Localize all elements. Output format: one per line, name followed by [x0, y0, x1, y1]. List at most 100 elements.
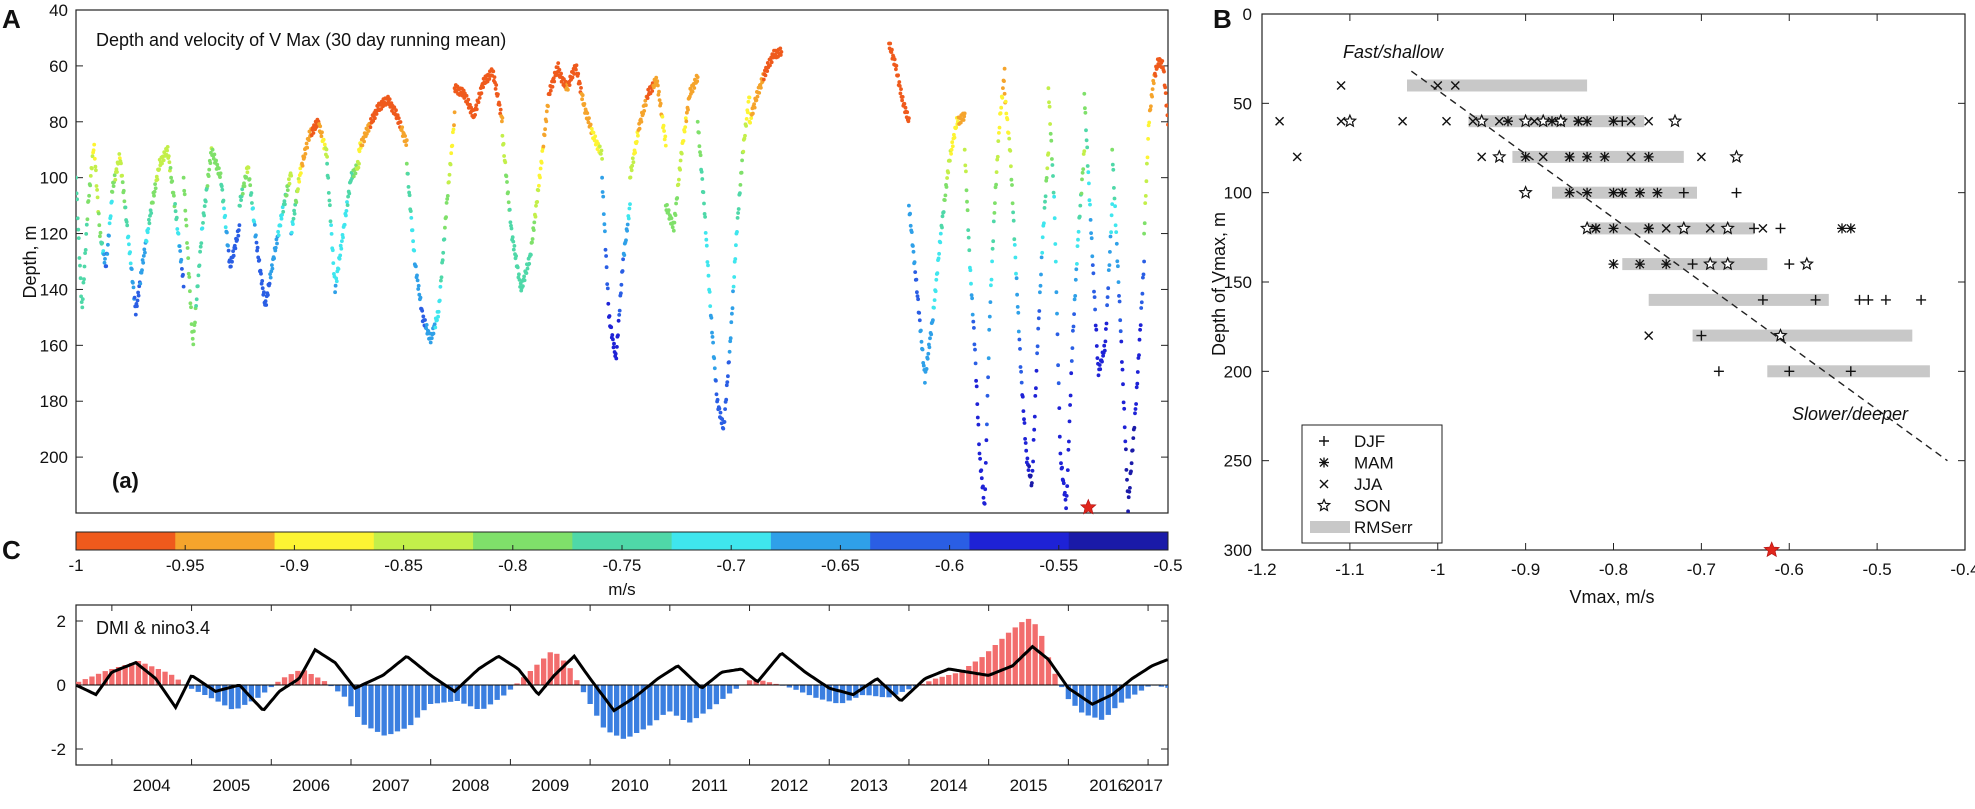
panel-a-point — [264, 303, 268, 307]
panel-a-point — [305, 146, 309, 150]
panel-a-point — [239, 198, 243, 202]
panel-a-point — [982, 496, 986, 500]
panel-a-point — [937, 252, 941, 256]
panel-a-point — [441, 258, 445, 262]
panel-a-point — [658, 98, 662, 102]
panel-a-point — [452, 123, 456, 127]
panel-c-dmi-bar — [760, 681, 765, 685]
panel-a-point — [759, 86, 763, 90]
panel-a-point — [529, 253, 533, 257]
panel-c-dmi-bar — [840, 685, 845, 703]
panel-a-point — [1090, 236, 1094, 240]
panel-a-point — [505, 180, 509, 184]
panel-a-point — [494, 87, 498, 91]
panel-a-point — [253, 223, 257, 227]
panel-a-point — [361, 144, 365, 148]
panel-a-point — [558, 68, 562, 72]
panel-a-point — [510, 227, 514, 231]
panel-a-point — [1111, 168, 1115, 172]
panel-c-dmi-bar — [747, 680, 752, 685]
panel-b-point-mam — [1600, 152, 1610, 162]
panel-a-point — [1059, 452, 1063, 456]
panel-a-point — [85, 223, 89, 227]
panel-a-point — [965, 200, 969, 204]
panel-a-point — [1142, 232, 1146, 236]
colorbar-swatch — [672, 532, 772, 550]
panel-a-point — [611, 338, 615, 342]
panel-a-point — [600, 157, 604, 161]
panel-c-dmi-bar — [382, 685, 387, 736]
panel-a-point — [400, 125, 404, 129]
panel-a-point — [448, 173, 452, 177]
panel-c-dmi-bar — [1112, 685, 1117, 708]
panel-a-point — [222, 207, 226, 211]
panel-a-point — [399, 120, 403, 124]
panel-a-point — [966, 208, 970, 212]
panel-a-point — [1080, 192, 1084, 196]
panel-c-dmi-bar — [362, 685, 367, 725]
panel-a-point — [1138, 338, 1142, 342]
panel-a-point — [322, 138, 326, 142]
panel-a-point — [480, 91, 484, 95]
panel-a-point — [416, 279, 420, 283]
panel-a-point — [1032, 438, 1036, 442]
panel-a-point — [465, 94, 469, 98]
panel-a-point — [606, 302, 610, 306]
panel-a-point — [131, 281, 135, 285]
panel-a-point — [699, 153, 703, 157]
panel-a-point — [84, 248, 88, 252]
panel-a-point — [259, 272, 263, 276]
panel-a-point — [525, 271, 529, 275]
panel-a-point — [919, 329, 923, 333]
panel-a-point — [1069, 394, 1073, 398]
panel-a-point — [574, 68, 578, 72]
panel-b-point-mam — [1582, 188, 1592, 198]
panel-c-dmi-bar — [694, 685, 699, 718]
panel-a-point — [747, 100, 751, 104]
panel-a-point — [723, 407, 727, 411]
panel-a-point — [346, 203, 350, 207]
panel-a-point — [1110, 148, 1114, 152]
panel-a-point — [713, 366, 717, 370]
panel-a-point — [909, 224, 913, 228]
panel-c-xtick-label: 2013 — [850, 776, 888, 795]
panel-a-point — [592, 131, 596, 135]
panel-a-point — [546, 104, 550, 108]
panel-a-point — [552, 80, 556, 84]
panel-c-dmi-bar — [335, 685, 340, 691]
panel-a-point — [1114, 230, 1118, 234]
panel-letter-b: B — [1213, 4, 1232, 34]
panel-c-ytick-label: -2 — [51, 740, 66, 759]
panel-a-point — [105, 252, 109, 256]
panel-a-point — [1136, 370, 1140, 374]
panel-a-point — [1088, 198, 1092, 202]
panel-c-dmi-bar — [348, 685, 353, 706]
panel-c-dmi-bar — [906, 685, 911, 689]
panel-c-dmi-bar — [89, 677, 94, 686]
panel-c-dmi-bar — [475, 685, 480, 709]
panel-c-dmi-bar — [1039, 636, 1044, 685]
panel-a-point — [1001, 86, 1005, 90]
panel-a-point — [446, 194, 450, 198]
panel-a-point — [1037, 316, 1041, 320]
panel-a-point — [664, 144, 668, 148]
panel-a-point — [1056, 363, 1060, 367]
panel-a-point — [704, 238, 708, 242]
panel-a-point — [978, 457, 982, 461]
panel-a-point — [101, 249, 105, 253]
panel-a-point — [1050, 157, 1054, 161]
colorbar-tick-label: -0.9 — [280, 556, 309, 575]
panel-a-point — [1033, 415, 1037, 419]
panel-a-point — [738, 191, 742, 195]
rmserr-bar — [1512, 151, 1683, 163]
panel-a-point — [945, 176, 949, 180]
panel-a-point — [243, 184, 247, 188]
panel-a-point — [1123, 440, 1127, 444]
panel-a-point — [661, 115, 665, 119]
panel-a-point — [194, 304, 198, 308]
panel-b-annotation-bottom: Slower/deeper — [1792, 404, 1909, 424]
panel-a-point — [169, 176, 173, 180]
panel-a-point — [1038, 290, 1042, 294]
panel-a-point — [1023, 437, 1027, 441]
panel-c-ytick-label: 2 — [57, 612, 66, 631]
